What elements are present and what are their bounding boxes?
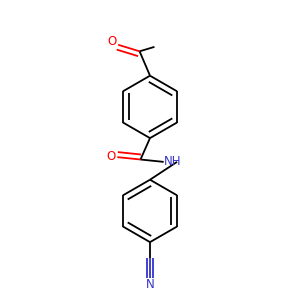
- Text: O: O: [106, 150, 116, 163]
- Text: O: O: [108, 35, 117, 48]
- Text: N: N: [146, 278, 154, 291]
- Text: NH: NH: [164, 155, 181, 168]
